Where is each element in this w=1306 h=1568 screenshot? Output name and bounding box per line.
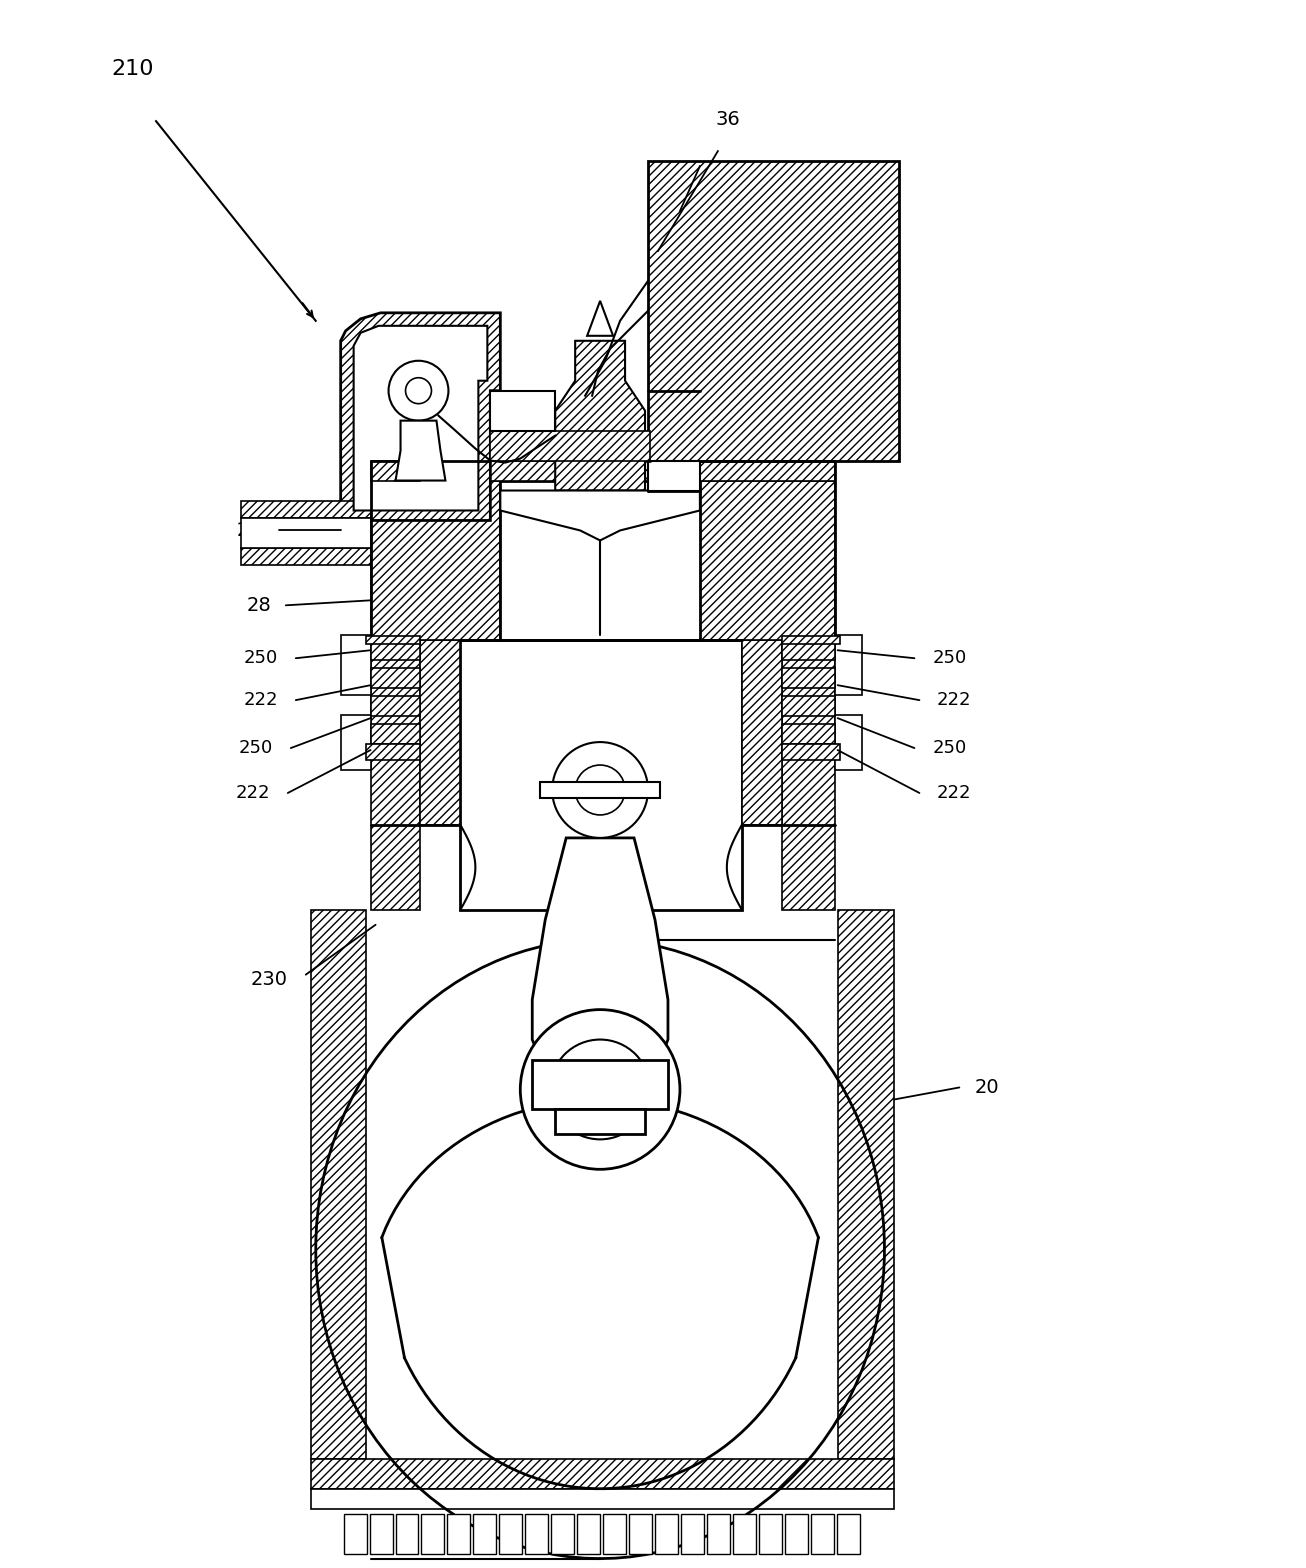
Text: 20: 20 — [976, 1077, 999, 1098]
Polygon shape — [371, 480, 500, 640]
Polygon shape — [341, 314, 500, 521]
Text: 26: 26 — [236, 521, 261, 539]
Polygon shape — [680, 1513, 704, 1554]
Polygon shape — [311, 909, 366, 1458]
Polygon shape — [366, 637, 421, 644]
Text: 222: 222 — [235, 784, 270, 801]
Polygon shape — [707, 1513, 730, 1554]
Polygon shape — [555, 340, 645, 491]
Bar — [240, 519, 371, 549]
Polygon shape — [782, 640, 835, 909]
Circle shape — [406, 378, 431, 403]
Polygon shape — [533, 837, 667, 1060]
Polygon shape — [785, 1513, 807, 1554]
Polygon shape — [500, 491, 700, 541]
Polygon shape — [371, 668, 421, 688]
Text: 250: 250 — [244, 649, 278, 668]
Bar — [341, 715, 371, 770]
Polygon shape — [577, 1513, 601, 1554]
Polygon shape — [448, 1513, 470, 1554]
Bar — [555, 1110, 645, 1134]
Bar — [341, 635, 371, 695]
Text: 250: 250 — [932, 739, 966, 757]
Text: 250: 250 — [932, 649, 966, 668]
Polygon shape — [782, 640, 835, 660]
Polygon shape — [371, 461, 421, 480]
Polygon shape — [588, 301, 613, 336]
Polygon shape — [366, 745, 421, 760]
Polygon shape — [782, 668, 835, 688]
Circle shape — [575, 765, 626, 815]
Text: 28: 28 — [247, 596, 272, 615]
Bar — [461, 640, 742, 825]
Bar — [500, 480, 700, 640]
Polygon shape — [629, 1513, 652, 1554]
Polygon shape — [782, 745, 840, 760]
Circle shape — [520, 1010, 680, 1170]
Bar — [541, 782, 660, 798]
Text: 222: 222 — [244, 691, 278, 709]
Polygon shape — [656, 1513, 678, 1554]
Text: 250: 250 — [239, 739, 273, 757]
Polygon shape — [733, 1513, 756, 1554]
Polygon shape — [343, 1513, 367, 1554]
Polygon shape — [490, 431, 650, 461]
Polygon shape — [354, 326, 487, 511]
Polygon shape — [311, 1458, 895, 1488]
Polygon shape — [370, 1513, 393, 1554]
Polygon shape — [396, 1513, 418, 1554]
Polygon shape — [240, 549, 371, 566]
Polygon shape — [742, 640, 782, 825]
Bar — [648, 461, 700, 491]
Polygon shape — [782, 696, 835, 717]
Polygon shape — [700, 480, 835, 640]
Polygon shape — [473, 1513, 496, 1554]
Text: 222: 222 — [938, 784, 972, 801]
Circle shape — [552, 742, 648, 837]
Polygon shape — [371, 461, 835, 480]
Polygon shape — [782, 637, 840, 644]
Text: 222: 222 — [938, 691, 972, 709]
Polygon shape — [371, 696, 421, 717]
Polygon shape — [396, 420, 445, 480]
Polygon shape — [759, 1513, 782, 1554]
Polygon shape — [525, 1513, 549, 1554]
Polygon shape — [371, 724, 421, 745]
Circle shape — [550, 1040, 650, 1140]
Text: 230: 230 — [251, 971, 287, 989]
Polygon shape — [371, 640, 421, 909]
Bar — [533, 1060, 667, 1110]
Bar — [490, 390, 555, 431]
Polygon shape — [422, 1513, 444, 1554]
Polygon shape — [240, 500, 371, 519]
Polygon shape — [371, 640, 421, 660]
Polygon shape — [603, 1513, 626, 1554]
Bar — [835, 715, 862, 770]
Polygon shape — [811, 1513, 833, 1554]
Circle shape — [389, 361, 448, 420]
Bar — [311, 1488, 895, 1508]
Polygon shape — [648, 162, 900, 461]
Text: 210: 210 — [111, 60, 154, 80]
Text: 36: 36 — [716, 110, 741, 129]
Polygon shape — [499, 1513, 522, 1554]
Bar — [835, 635, 862, 695]
Bar — [461, 640, 742, 909]
Polygon shape — [782, 724, 835, 745]
Polygon shape — [551, 1513, 575, 1554]
Polygon shape — [837, 1513, 859, 1554]
Polygon shape — [837, 909, 895, 1458]
Polygon shape — [421, 640, 461, 825]
